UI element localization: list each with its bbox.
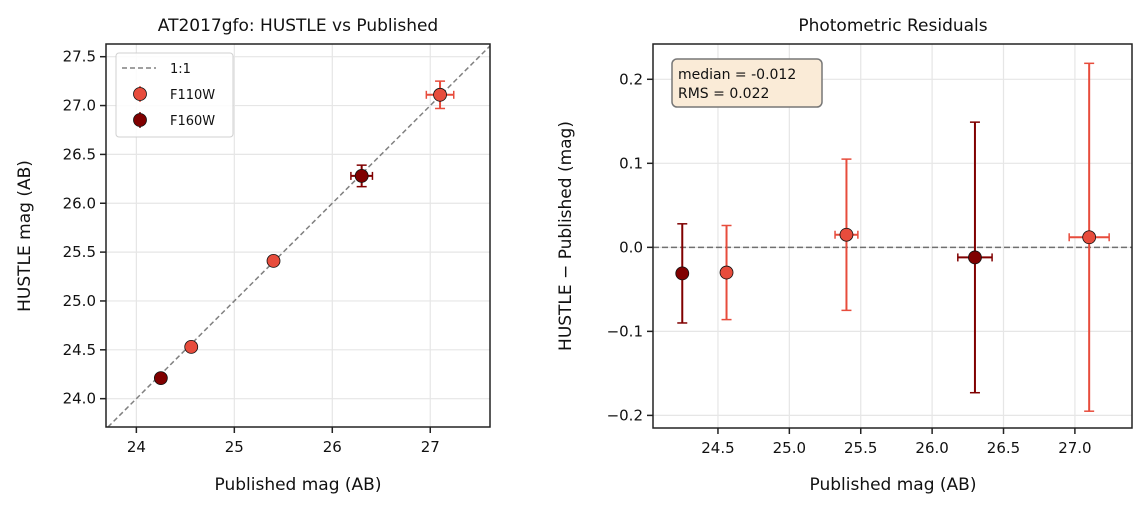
marker [354, 169, 369, 183]
annotation-box [671, 58, 823, 108]
right-y-axis-label: HUSTLE − Published (mag) [556, 121, 576, 351]
data-point-f110w [834, 158, 859, 312]
annotation-text: median = -0.012 [678, 67, 796, 83]
y-tick-label: 0.1 [619, 154, 643, 172]
x-tick-label: 24.5 [701, 439, 734, 457]
data-point-f160w [153, 371, 168, 386]
y-tick-label: 24.5 [63, 341, 96, 359]
x-tick-label: 25.0 [773, 439, 806, 457]
marker [968, 250, 982, 265]
x-tick-label: 25.5 [844, 439, 877, 457]
x-tick-label: 26.5 [987, 439, 1020, 457]
data-point-f110w [425, 80, 455, 110]
marker [433, 87, 447, 102]
y-tick-label: −0.2 [607, 406, 643, 424]
y-tick-label: 26.0 [63, 194, 96, 212]
data-point-f160w [957, 121, 993, 394]
y-tick-label: 24.0 [63, 390, 96, 408]
data-point-f160w [350, 164, 374, 188]
y-tick-label: 27.0 [63, 97, 96, 115]
marker [153, 371, 168, 386]
left-plot-area: 24 25 26 27 24.0 24.5 25.0 25.5 26.0 26.5 27.0 27.5… [63, 43, 491, 456]
x-tick-label: 27.0 [1058, 439, 1091, 457]
left-chart-title: AT2017gfo: HUSTLE vs Published [158, 16, 438, 36]
legend-marker-icon [133, 87, 147, 101]
annotation-text: RMS = 0.022 [678, 86, 769, 102]
data-point-f160w [675, 223, 690, 324]
marker [675, 266, 690, 281]
right-chart-title: Photometric Residuals [798, 16, 987, 36]
one-to-one-line [107, 45, 491, 428]
axes-frame [652, 43, 1133, 429]
y-tick-label: 0.0 [619, 238, 643, 256]
y-tick-label: −0.1 [607, 322, 643, 340]
legend-label: F110W [170, 88, 215, 103]
legend-marker-icon [133, 113, 147, 127]
y-tick-label: 25.0 [63, 292, 96, 310]
axes-frame [105, 43, 491, 428]
data-point-f110w [266, 254, 281, 268]
x-tick-label: 25 [225, 438, 244, 456]
marker [266, 254, 281, 268]
legend: 1:1 F110W F160W [115, 52, 234, 138]
x-tick-label: 24 [127, 438, 146, 456]
y-tick-label: 25.5 [63, 243, 96, 261]
x-tick-label: 26 [323, 438, 342, 456]
data-point-f110w [184, 339, 199, 354]
legend-label: F160W [170, 114, 215, 129]
left-y-axis-label: HUSTLE mag (AB) [15, 160, 35, 312]
legend-label: 1:1 [170, 62, 191, 77]
marker [184, 339, 199, 354]
right-x-axis-label: Published mag (AB) [810, 475, 977, 495]
y-tick-label: 0.2 [619, 70, 643, 88]
x-tick-label: 26.0 [915, 439, 948, 457]
right-plot-area: 24.5 25.0 25.5 26.0 26.5 27.0 −0.2 −0.1 0.0 0.1 0.… [607, 43, 1133, 457]
data-point-f110w [719, 224, 734, 321]
left-x-axis-label: Published mag (AB) [215, 475, 382, 495]
data-point-f110w [1068, 62, 1110, 412]
marker [839, 227, 854, 242]
y-tick-label: 26.5 [63, 145, 96, 163]
stats-annotation: median = -0.012 RMS = 0.022 [671, 58, 823, 108]
marker [719, 265, 734, 280]
marker [1082, 230, 1097, 245]
y-tick-label: 27.5 [63, 48, 96, 66]
x-tick-label: 27 [421, 438, 440, 456]
